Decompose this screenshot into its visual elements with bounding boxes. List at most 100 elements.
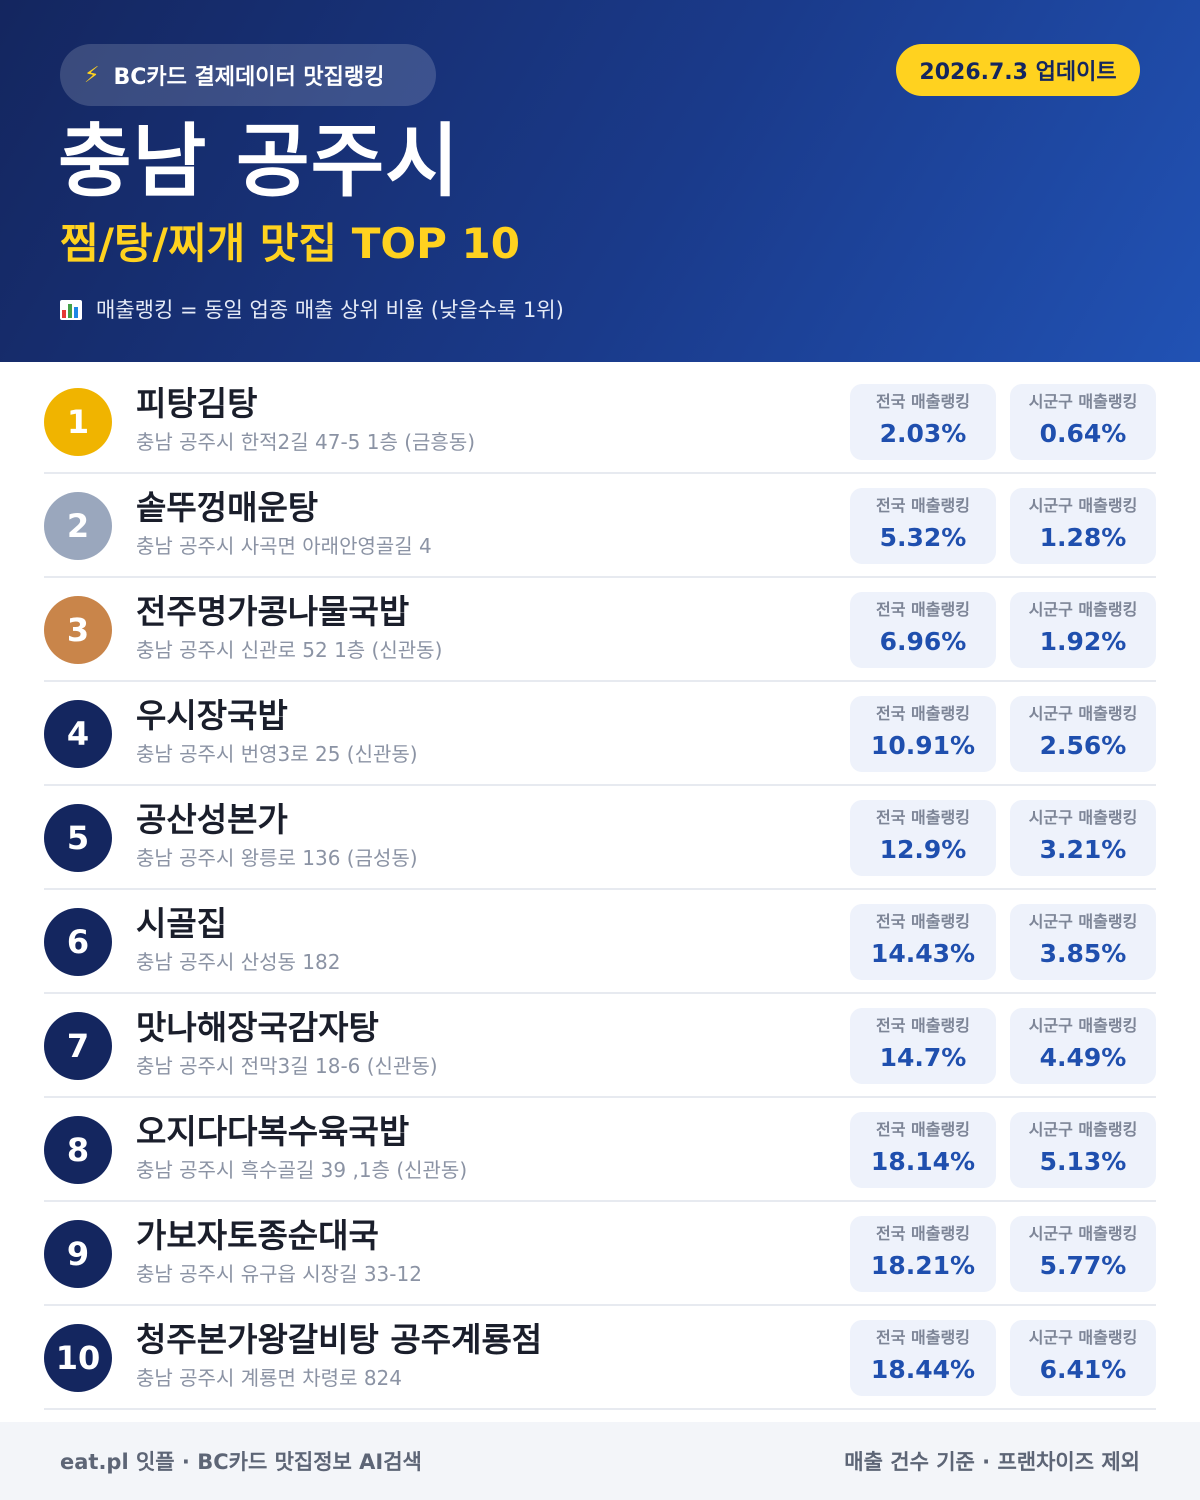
national-ranking-label: 전국 매출랭킹 [876, 704, 970, 723]
restaurant-name: 가보자토종순대국 [136, 1216, 379, 1255]
local-ranking-card: 시군구 매출랭킹 6.41% [1010, 1320, 1156, 1396]
national-ranking-card: 전국 매출랭킹 6.96% [850, 592, 996, 668]
restaurant-address: 충남 공주시 산성동 182 [136, 950, 341, 974]
national-ranking-card: 전국 매출랭킹 5.32% [850, 488, 996, 564]
update-badge: 2026.7.3 업데이트 [896, 44, 1140, 96]
bar-chart-icon [60, 300, 82, 320]
national-ranking-value: 18.21% [870, 1251, 976, 1280]
national-ranking-label: 전국 매출랭킹 [876, 808, 970, 827]
national-ranking-card: 전국 매출랭킹 10.91% [850, 696, 996, 772]
list-item[interactable]: 8 오지다다복수육국밥 충남 공주시 흑수골길 39 ,1층 (신관동) 전국 매출랭… [44, 1098, 1156, 1202]
restaurant-address: 충남 공주시 신관로 52 1층 (신관동) [136, 638, 443, 662]
local-ranking-label: 시군구 매출랭킹 [1028, 392, 1138, 411]
national-ranking-value: 18.44% [870, 1355, 976, 1384]
local-ranking-label: 시군구 매출랭킹 [1028, 808, 1138, 827]
local-ranking-label: 시군구 매출랭킹 [1028, 1328, 1138, 1347]
national-ranking-card: 전국 매출랭킹 2.03% [850, 384, 996, 460]
national-ranking-value: 12.9% [879, 835, 967, 864]
lightning-icon: ⚡ [84, 62, 100, 88]
national-ranking-card: 전국 매출랭킹 14.7% [850, 1008, 996, 1084]
national-ranking-label: 전국 매출랭킹 [876, 496, 970, 515]
footer-source: eat.pl 잇플 · BC카드 맛집정보 AI검색 [60, 1450, 422, 1474]
restaurant-address: 충남 공주시 한적2길 47-5 1층 (금흥동) [136, 430, 476, 454]
restaurant-name: 전주명가콩나물국밥 [136, 592, 410, 631]
national-ranking-card: 전국 매출랭킹 18.14% [850, 1112, 996, 1188]
national-ranking-label: 전국 매출랭킹 [876, 392, 970, 411]
local-ranking-value: 1.28% [1039, 523, 1127, 552]
national-ranking-card: 전국 매출랭킹 12.9% [850, 800, 996, 876]
restaurant-name: 피탕김탕 [136, 384, 258, 423]
local-ranking-card: 시군구 매출랭킹 5.13% [1010, 1112, 1156, 1188]
local-ranking-label: 시군구 매출랭킹 [1028, 704, 1138, 723]
national-ranking-card: 전국 매출랭킹 14.43% [850, 904, 996, 980]
local-ranking-label: 시군구 매출랭킹 [1028, 1224, 1138, 1243]
national-ranking-value: 18.14% [870, 1147, 976, 1176]
national-ranking-label: 전국 매출랭킹 [876, 1224, 970, 1243]
local-ranking-value: 3.85% [1039, 939, 1127, 968]
restaurant-name: 오지다다복수육국밥 [136, 1112, 410, 1151]
national-ranking-card: 전국 매출랭킹 18.21% [850, 1216, 996, 1292]
page-subtitle: 찜/탕/찌개 맛집 TOP 10 [60, 219, 520, 268]
national-ranking-label: 전국 매출랭킹 [876, 912, 970, 931]
rank-badge: 2 [44, 492, 112, 560]
local-ranking-value: 3.21% [1039, 835, 1127, 864]
national-ranking-value: 14.43% [870, 939, 976, 968]
local-ranking-card: 시군구 매출랭킹 0.64% [1010, 384, 1156, 460]
local-ranking-value: 5.13% [1039, 1147, 1127, 1176]
rank-badge: 9 [44, 1220, 112, 1288]
footer-note: 매출 건수 기준 · 프랜차이즈 제외 [844, 1450, 1140, 1474]
national-ranking-value: 5.32% [879, 523, 967, 552]
source-badge: ⚡ BC카드 결제데이터 맛집랭킹 [60, 44, 436, 106]
restaurant-address: 충남 공주시 유구읍 시장길 33-12 [136, 1262, 422, 1286]
national-ranking-label: 전국 매출랭킹 [876, 1120, 970, 1139]
restaurant-name: 시골집 [136, 904, 228, 943]
national-ranking-value: 2.03% [879, 419, 967, 448]
restaurant-name: 솥뚜껑매운탕 [136, 488, 319, 527]
local-ranking-card: 시군구 매출랭킹 2.56% [1010, 696, 1156, 772]
list-item[interactable]: 3 전주명가콩나물국밥 충남 공주시 신관로 52 1층 (신관동) 전국 매출랭킹 6… [44, 578, 1156, 682]
restaurant-name: 맛나해장국감자탕 [136, 1008, 379, 1047]
restaurant-address: 충남 공주시 왕릉로 136 (금성동) [136, 846, 418, 870]
local-ranking-card: 시군구 매출랭킹 4.49% [1010, 1008, 1156, 1084]
national-ranking-label: 전국 매출랭킹 [876, 600, 970, 619]
local-ranking-label: 시군구 매출랭킹 [1028, 600, 1138, 619]
restaurant-address: 충남 공주시 사곡면 아래안영골길 4 [136, 534, 432, 558]
national-ranking-value: 10.91% [870, 731, 976, 760]
local-ranking-card: 시군구 매출랭킹 3.85% [1010, 904, 1156, 980]
national-ranking-value: 6.96% [879, 627, 967, 656]
restaurant-address: 충남 공주시 계룡면 차령로 824 [136, 1366, 403, 1390]
local-ranking-value: 5.77% [1039, 1251, 1127, 1280]
legend-text: 매출랭킹 = 동일 업종 매출 상위 비율 (낮을수록 1위) [96, 298, 564, 322]
restaurant-name: 공산성본가 [136, 800, 288, 839]
national-ranking-card: 전국 매출랭킹 18.44% [850, 1320, 996, 1396]
local-ranking-card: 시군구 매출랭킹 3.21% [1010, 800, 1156, 876]
local-ranking-label: 시군구 매출랭킹 [1028, 496, 1138, 515]
restaurant-address: 충남 공주시 흑수골길 39 ,1층 (신관동) [136, 1158, 468, 1182]
national-ranking-value: 14.7% [879, 1043, 967, 1072]
rank-badge: 1 [44, 388, 112, 456]
restaurant-name: 청주본가왕갈비탕 공주계룡점 [136, 1320, 543, 1359]
local-ranking-value: 2.56% [1039, 731, 1127, 760]
restaurant-address: 충남 공주시 번영3로 25 (신관동) [136, 742, 418, 766]
ranking-legend: 매출랭킹 = 동일 업종 매출 상위 비율 (낮을수록 1위) [60, 294, 564, 326]
list-item[interactable]: 4 우시장국밥 충남 공주시 번영3로 25 (신관동) 전국 매출랭킹 10.91% 시… [44, 682, 1156, 786]
source-badge-label: BC카드 결제데이터 맛집랭킹 [113, 65, 385, 90]
local-ranking-label: 시군구 매출랭킹 [1028, 1016, 1138, 1035]
national-ranking-label: 전국 매출랭킹 [876, 1016, 970, 1035]
local-ranking-value: 6.41% [1039, 1355, 1127, 1384]
rank-badge: 4 [44, 700, 112, 768]
rank-badge: 10 [44, 1324, 112, 1392]
list-item[interactable]: 5 공산성본가 충남 공주시 왕릉로 136 (금성동) 전국 매출랭킹 12.9% 시군… [44, 786, 1156, 890]
rank-badge: 6 [44, 908, 112, 976]
local-ranking-value: 4.49% [1039, 1043, 1127, 1072]
rank-badge: 7 [44, 1012, 112, 1080]
national-ranking-label: 전국 매출랭킹 [876, 1328, 970, 1347]
restaurant-address: 충남 공주시 전막3길 18-6 (신관동) [136, 1054, 438, 1078]
